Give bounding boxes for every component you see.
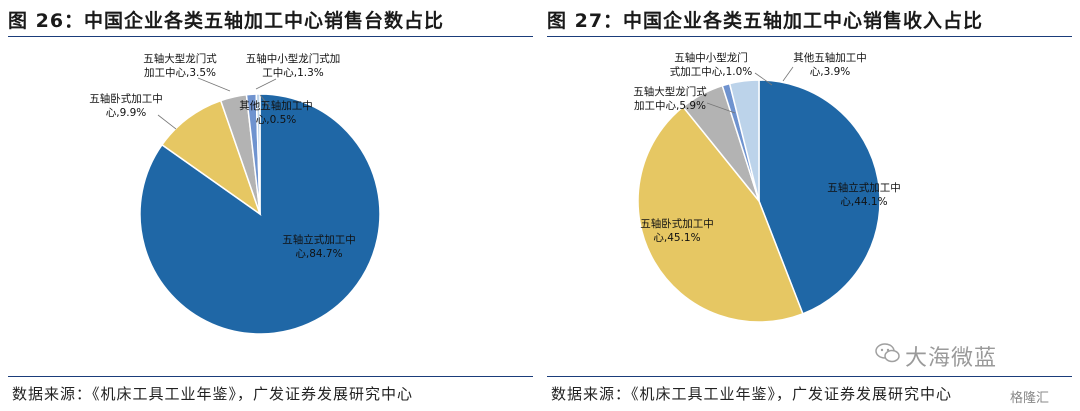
title-rule (8, 36, 533, 37)
slice-data-label: 五轴中小型龙门式加工中心,1.3% (246, 52, 341, 79)
data-source-note: 数据来源：《机床工具工业年鉴》，广发证券发展研究中心 (12, 385, 414, 403)
pie-slice (637, 105, 804, 323)
slice-data-label: 五轴大型龙门式加工中心,5.9% (633, 85, 707, 112)
pie-slice (160, 99, 262, 216)
pie-slice (255, 93, 261, 215)
slice-data-label: 五轴卧式加工中心,45.1% (640, 217, 714, 244)
wechat-icon (875, 343, 900, 363)
pie-slice (139, 93, 381, 335)
leader-line (706, 102, 736, 114)
leader-line (255, 78, 277, 90)
data-source-note: 数据来源：《机床工具工业年鉴》，广发证券发展研究中心 (551, 385, 953, 403)
chart-panel-sales-revenue: 图 27：中国企业各类五轴加工中心销售收入占比 五轴立式加工中心,44.1% 五轴… (547, 0, 1072, 411)
leader-line (782, 66, 794, 82)
leader-line (259, 94, 271, 108)
slice-data-label: 五轴立式加工中心,84.7% (282, 233, 356, 260)
slice-data-label: 其他五轴加工中心,3.9% (793, 51, 867, 78)
source-rule (8, 376, 533, 377)
chart-panel-sales-units: 图 26：中国企业各类五轴加工中心销售台数占比 五轴立式加工中心,84.7% 五轴… (8, 0, 533, 411)
slice-data-label: 其他五轴加工中心,0.5% (239, 99, 313, 126)
leader-line (157, 114, 177, 130)
slice-data-label: 五轴大型龙门式加工中心,3.5% (143, 52, 217, 79)
pie-slice (758, 79, 881, 315)
pie-slice (728, 79, 760, 202)
slice-data-label: 五轴立式加工中心,44.1% (827, 181, 901, 208)
leader-line (197, 77, 231, 92)
chart-title: 图 26：中国企业各类五轴加工中心销售台数占比 (8, 10, 445, 32)
slice-data-label: 五轴中小型龙门式加工中心,1.0% (670, 51, 753, 78)
pie-chart-sales-revenue: 五轴立式加工中心,44.1% 五轴卧式加工中心,45.1% 五轴大型龙门式加工中心,… (633, 51, 901, 323)
brand-badge: 格隆汇 (1010, 391, 1050, 406)
leader-line (754, 72, 773, 86)
slice-data-label: 五轴卧式加工中心,9.9% (89, 92, 163, 119)
source-rule (547, 376, 1072, 377)
pie-chart-sales-units: 五轴立式加工中心,84.7% 五轴卧式加工中心,9.9% 五轴大型龙门式加工中心,3… (89, 52, 381, 335)
title-rule (547, 36, 1072, 37)
watermark-text: 大海微蓝 (905, 346, 998, 371)
chart-title: 图 27：中国企业各类五轴加工中心销售收入占比 (547, 10, 984, 32)
